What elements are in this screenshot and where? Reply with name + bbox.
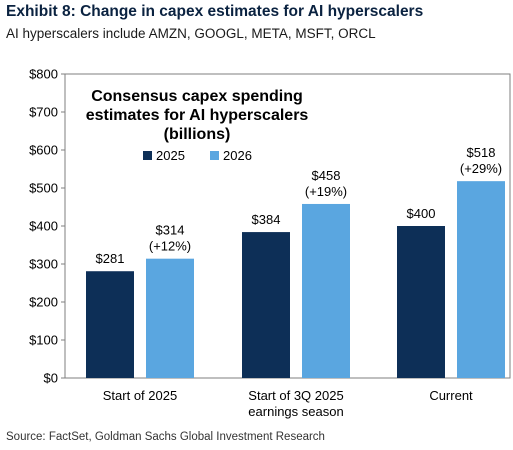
bar-2026-2	[457, 181, 505, 378]
y-tick-label: $600	[29, 143, 58, 158]
y-tick-label: $400	[29, 219, 58, 234]
data-label-2025-1: $384	[252, 212, 281, 227]
data-label-2026-1: $458	[312, 168, 341, 183]
data-label-2026-2: $518	[467, 145, 496, 160]
data-label-2026-1: (+19%)	[305, 184, 347, 199]
chart-title-line: (billions)	[164, 126, 231, 143]
category-label-2: Current	[429, 388, 473, 403]
bar-2026-0	[146, 258, 194, 378]
source-note: Source: FactSet, Goldman Sachs Global In…	[6, 431, 325, 443]
category-label-1: earnings season	[248, 404, 343, 419]
bar-2025-1	[242, 232, 290, 378]
y-tick-label: $200	[29, 295, 58, 310]
chart-title-line: estimates for AI hyperscalers	[86, 107, 309, 124]
legend-swatch-2025	[143, 151, 152, 160]
y-tick-label: $500	[29, 181, 58, 196]
exhibit-subtitle: AI hyperscalers include AMZN, GOOGL, MET…	[6, 26, 376, 41]
data-label-2025-0: $281	[96, 251, 125, 266]
legend-label-2025: 2025	[156, 148, 185, 163]
y-tick-label: $300	[29, 257, 58, 272]
bar-2026-1	[302, 203, 350, 378]
category-label-1: Start of 3Q 2025	[248, 388, 343, 403]
data-label-2026-0: (+12%)	[149, 239, 191, 254]
data-label-2026-2: (+29%)	[460, 161, 502, 176]
y-tick-label: $0	[44, 371, 58, 386]
category-label-0: Start of 2025	[103, 388, 177, 403]
exhibit-title: Exhibit 8: Change in capex estimates for…	[6, 3, 424, 20]
y-tick-label: $700	[29, 105, 58, 120]
bar-2025-0	[86, 271, 134, 378]
y-tick-label: $800	[29, 67, 58, 82]
legend-swatch-2026	[210, 151, 219, 160]
chart-title-line: Consensus capex spending	[91, 88, 303, 105]
bar-2025-2	[397, 226, 445, 378]
legend-label-2026: 2026	[223, 148, 252, 163]
y-tick-label: $100	[29, 333, 58, 348]
data-label-2025-2: $400	[407, 206, 436, 221]
data-label-2026-0: $314	[156, 223, 185, 238]
